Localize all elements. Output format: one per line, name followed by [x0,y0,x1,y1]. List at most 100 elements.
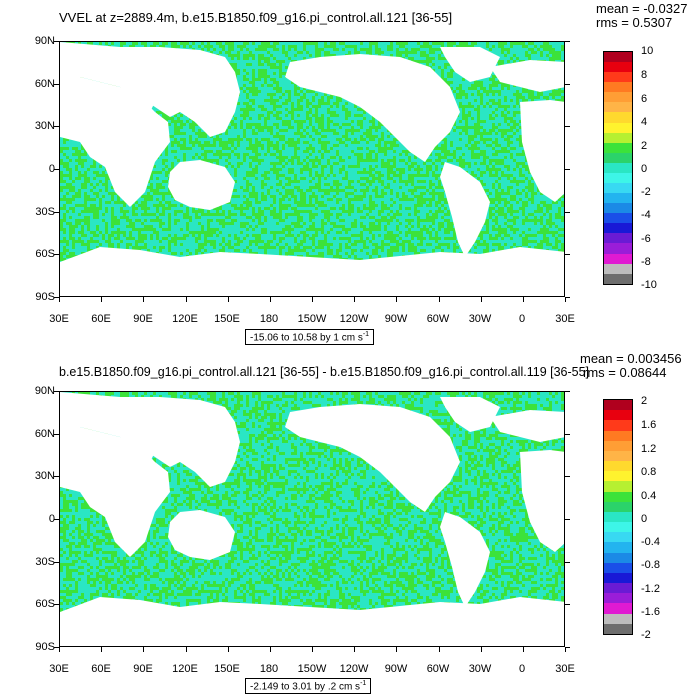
axis-tick [54,297,59,298]
lat-label-30s: 30S [35,206,55,218]
colorbar-swatch [604,172,632,184]
lat-label-60s: 60S [35,598,55,610]
axis-tick [565,647,570,648]
colorbar-swatch [604,511,632,523]
colorbar [603,399,633,635]
colorbar-label: 0.4 [641,490,657,502]
colorbar-swatch [604,142,632,153]
colorbar-swatch [604,481,632,492]
axis-tick [59,647,60,652]
axis-tick [565,647,566,652]
axis-tick [565,476,570,478]
axis-tick [227,647,229,652]
lon-label: 0 [518,663,526,675]
colorbar-label: 2 [641,140,648,152]
lon-label: 180 [259,313,279,325]
panel-title: VVEL at z=2889.4m, b.e15.B1850.f09_g16.p… [59,10,453,25]
colorbar-swatch [604,542,632,553]
colorbar-swatch [604,233,632,244]
lon-label: 30W [468,663,492,675]
colorbar-swatch [604,410,632,421]
axis-tick [143,297,145,302]
colorbar-label: 2 [641,395,648,407]
lon-label: 180 [259,663,279,675]
colorbar-swatch [604,183,632,194]
colorbar-swatch [604,92,632,103]
colorbar-label: 1.2 [641,443,657,455]
lon-label: 90E [133,663,153,675]
lon-label: 150W [297,313,327,325]
colorbar-label: -1.6 [641,606,660,618]
axis-tick [396,647,398,652]
lon-label: 120E [172,663,198,675]
lon-label: 30E [49,313,69,325]
ocean-velocity-map [60,42,564,296]
axis-tick [438,647,440,652]
map-plot [59,391,565,647]
colorbar-swatch [604,263,632,274]
colorbar-swatch [604,440,632,451]
lon-label: 30E [49,663,69,675]
map-plot [59,41,565,297]
colorbar-swatch [604,461,632,472]
axis-tick [54,126,59,128]
lat-label-90s: 90S [35,291,55,303]
colorbar [603,51,633,285]
colorbar-swatch [604,193,632,204]
contour-range-text: -2.149 to 3.01 by .2 cm s [250,681,361,693]
lon-label: 30E [555,313,575,325]
axis-tick [565,83,570,85]
lon-label: 150E [214,663,240,675]
colorbar-swatch [604,122,632,133]
axis-tick [565,126,570,128]
axis-tick [54,604,59,606]
rms-stat: rms = 0.08644 [583,365,667,380]
colorbar-label: -0.8 [641,559,660,571]
axis-tick [438,297,440,302]
colorbar-label: 0 [641,163,648,175]
lon-label: 30W [468,313,492,325]
lon-label: 60W [426,663,450,675]
colorbar-swatch [604,132,632,143]
lon-label: 150E [214,313,240,325]
lat-label-30s: 30S [35,556,55,568]
contour-range-label: -15.06 to 10.58 by 1 cm s-1 [245,329,375,346]
colorbar-swatch [604,223,632,234]
colorbar-swatch [604,82,632,93]
unit-exponent: -1 [360,680,367,687]
colorbar-swatch [604,162,632,173]
colorbar-swatch [604,552,632,563]
axis-tick [565,604,570,606]
axis-tick [565,211,570,213]
colorbar-swatch [604,203,632,214]
axis-tick [59,297,60,302]
lon-label: 60E [91,663,111,675]
axis-tick [54,433,59,435]
axis-tick [54,391,59,392]
axis-tick [312,647,313,652]
colorbar-swatch [604,471,632,482]
land-mask [60,392,564,646]
axis-tick [565,254,570,256]
axis-tick [565,297,570,298]
lat-label-30n: 30N [34,120,55,132]
axis-tick [269,297,271,302]
colorbar-swatch [604,253,632,264]
colorbar-label: -2 [641,186,651,198]
axis-tick [565,169,570,170]
colorbar-swatch [604,613,632,624]
colorbar-swatch [604,213,632,224]
colorbar-label: -4 [641,209,651,221]
colorbar-swatch [604,400,632,411]
unit-exponent: -1 [362,331,370,338]
colorbar-swatch [604,491,632,502]
lat-label-60s: 60S [35,248,55,260]
axis-tick [565,41,570,42]
axis-tick [54,561,59,563]
axis-tick [54,647,59,648]
colorbar-swatch [604,152,632,163]
colorbar-label: -2 [641,629,651,641]
lat-label-30n: 30N [34,470,55,482]
axis-tick [101,647,103,652]
colorbar-swatch [604,72,632,83]
